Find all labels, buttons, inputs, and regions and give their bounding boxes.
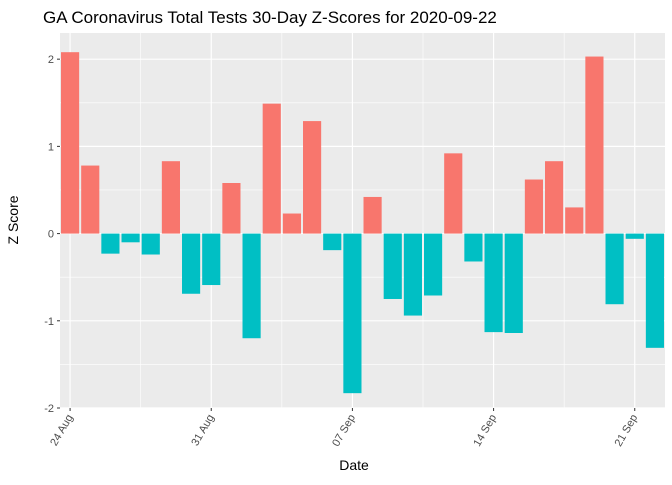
x-tick-label: 31 Aug [189, 413, 217, 449]
bar [262, 103, 281, 234]
chart-title: GA Coronavirus Total Tests 30-Day Z-Scor… [43, 8, 497, 27]
bar [101, 233, 120, 254]
bars [61, 52, 664, 394]
y-tick-label: -2 [44, 403, 54, 415]
bar [141, 233, 160, 255]
x-axis-title: Date [339, 457, 369, 473]
bar [383, 233, 402, 299]
y-tick-label: 0 [48, 229, 54, 241]
x-axis: 24 Aug 31 Aug 07 Sep 14 Sep 21 Sep [48, 408, 640, 449]
bar [585, 56, 604, 234]
x-tick-label: 07 Sep [330, 413, 358, 449]
bar [403, 233, 422, 316]
bar [81, 165, 100, 234]
bar [182, 233, 201, 294]
bar [464, 233, 483, 262]
y-axis: -2 -1 0 1 2 [44, 54, 60, 415]
bar [565, 207, 584, 234]
bar [444, 153, 463, 234]
bar [242, 233, 261, 339]
bar [222, 183, 241, 234]
bar [424, 233, 443, 296]
x-tick-label: 21 Sep [613, 413, 641, 449]
bar [625, 233, 644, 239]
bar [121, 233, 140, 243]
bar [484, 233, 503, 333]
bar [524, 179, 543, 234]
x-tick-label: 14 Sep [471, 413, 499, 449]
bar [343, 233, 362, 394]
bar [323, 233, 342, 251]
y-tick-label: 2 [48, 54, 54, 66]
bar [645, 233, 664, 348]
y-tick-label: 1 [48, 141, 54, 153]
bar [202, 233, 221, 286]
bar [504, 233, 523, 333]
y-axis-title: Z Score [5, 195, 21, 244]
bar [282, 213, 301, 234]
bar [363, 196, 382, 234]
y-tick-label: -1 [44, 316, 54, 328]
bar [61, 52, 80, 234]
bar [303, 121, 322, 234]
bar [605, 233, 624, 305]
x-tick-label: 24 Aug [48, 413, 76, 449]
bar [161, 161, 180, 234]
bar [545, 161, 564, 234]
